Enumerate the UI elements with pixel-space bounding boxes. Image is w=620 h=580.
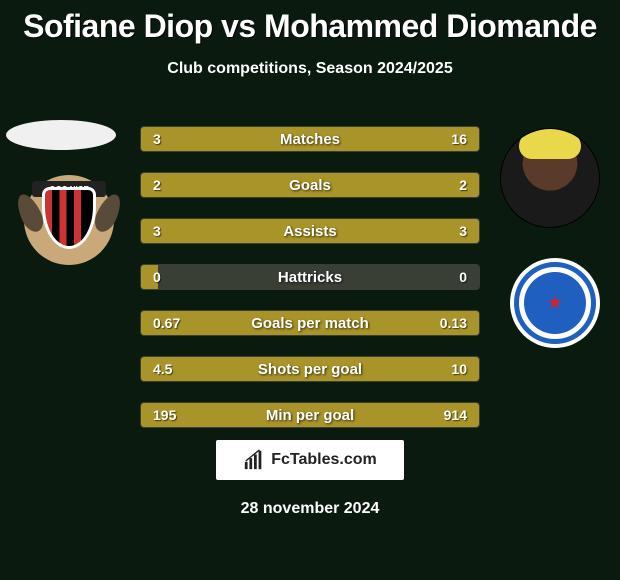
bar-label: Matches: [141, 127, 479, 151]
page-title: Sofiane Diop vs Mohammed Diomande: [0, 8, 620, 45]
badge-shield: [42, 187, 96, 249]
bar-label: Hattricks: [141, 265, 479, 289]
bar-value-right: 3: [449, 219, 477, 243]
bar-value-right: 0.13: [430, 311, 477, 335]
player-left-avatar: [6, 120, 116, 150]
bar-row: 3Matches16: [140, 126, 480, 152]
bar-row: 2Goals2: [140, 172, 480, 198]
bar-row: 3Assists3: [140, 218, 480, 244]
bar-label: Min per goal: [141, 403, 479, 427]
bar-label: Shots per goal: [141, 357, 479, 381]
bar-value-right: 2: [449, 173, 477, 197]
avatar-hair: [519, 128, 581, 159]
bar-value-right: 10: [441, 357, 477, 381]
comparison-bars: 3Matches162Goals23Assists30Hattricks00.6…: [140, 126, 480, 448]
bar-row: 4.5Shots per goal10: [140, 356, 480, 382]
badge-star-icon: ★: [547, 293, 563, 314]
chart-icon: [243, 449, 265, 471]
bar-row: 0.67Goals per match0.13: [140, 310, 480, 336]
watermark-text: FcTables.com: [271, 451, 377, 469]
subtitle: Club competitions, Season 2024/2025: [0, 60, 620, 78]
bar-row: 195Min per goal914: [140, 402, 480, 428]
watermark: FcTables.com: [216, 440, 404, 480]
bar-value-right: 16: [441, 127, 477, 151]
club-right-badge: ★: [510, 258, 600, 348]
bar-value-right: 0: [449, 265, 477, 289]
bar-value-right: 914: [434, 403, 477, 427]
bar-label: Goals: [141, 173, 479, 197]
player-right-avatar: [500, 128, 600, 228]
date-text: 28 november 2024: [0, 500, 620, 518]
bar-label: Goals per match: [141, 311, 479, 335]
club-left-badge: OGC NICE: [24, 175, 114, 265]
bar-row: 0Hattricks0: [140, 264, 480, 290]
bar-label: Assists: [141, 219, 479, 243]
